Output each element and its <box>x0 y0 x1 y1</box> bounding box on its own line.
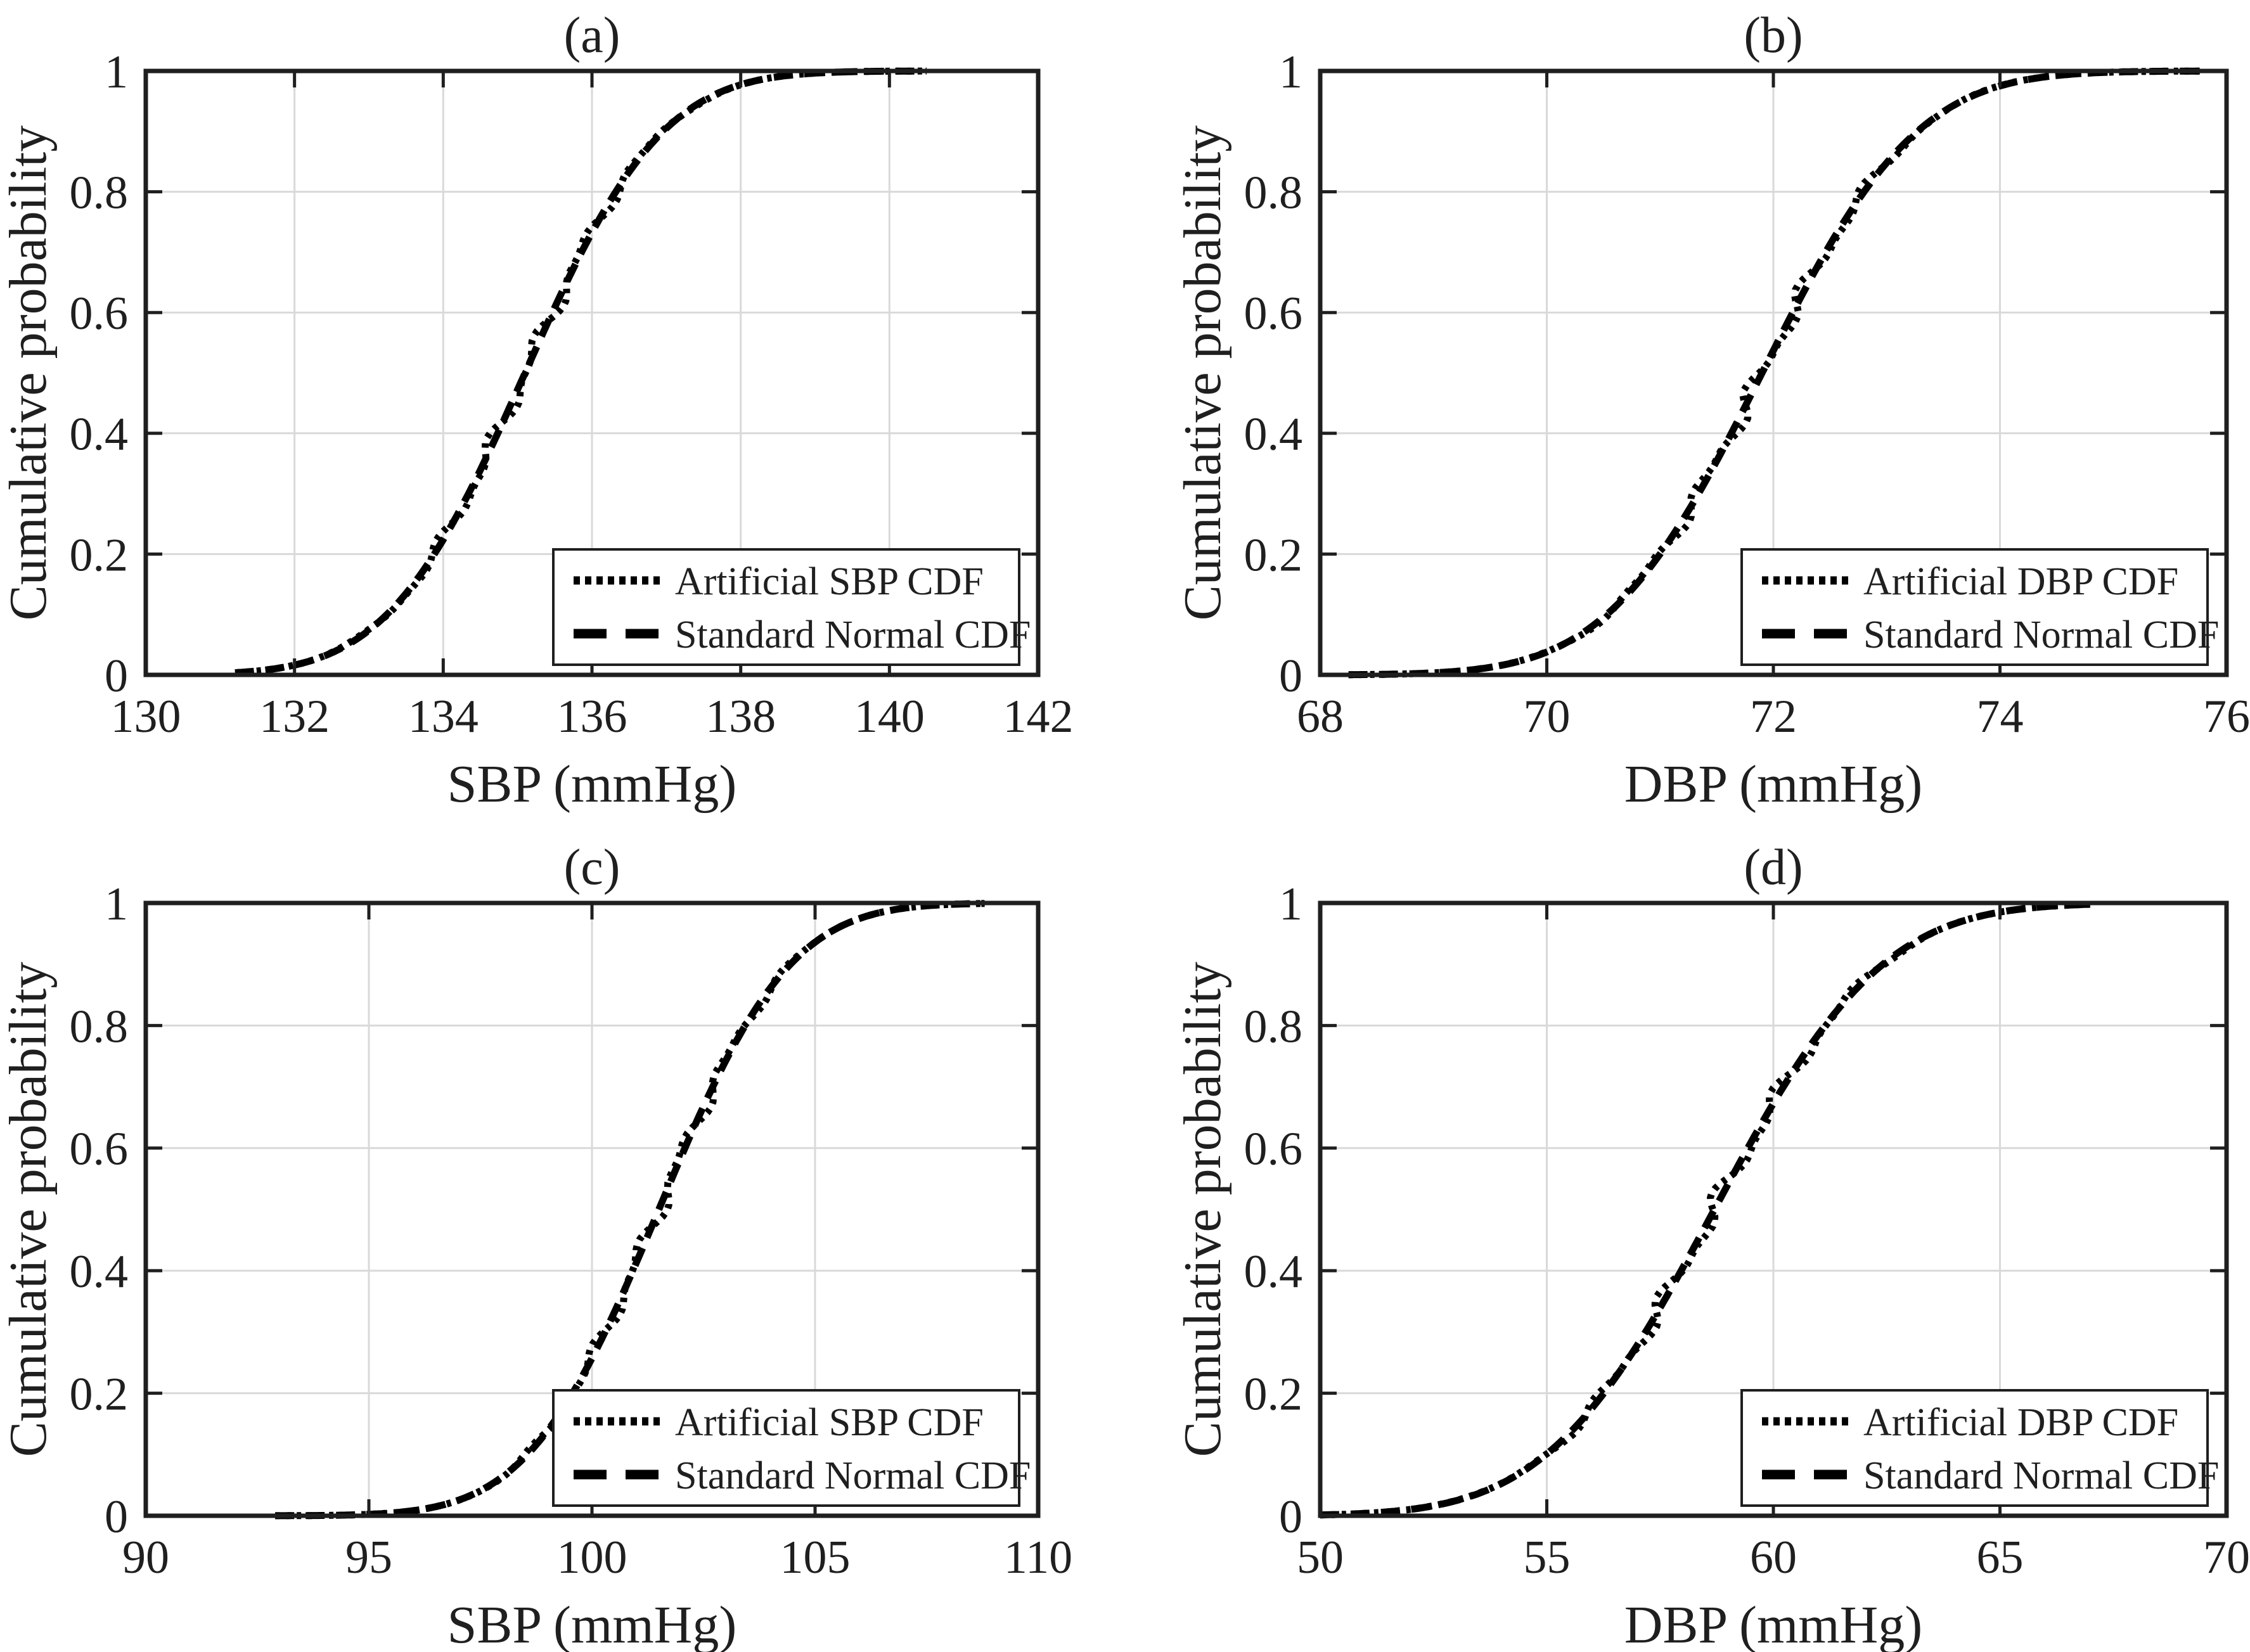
x-tick-label: 90 <box>122 1532 169 1584</box>
subplot-title: (a) <box>564 8 620 63</box>
subplot-b: (b) 68 70 72 74 76 0 0.2 0.4 0.6 0.8 1 DBP (mmHg) Cum… <box>1173 8 2250 814</box>
curve-artificial-cdf <box>275 900 985 1520</box>
x-tick-label: 140 <box>854 691 925 743</box>
x-tick-label: 60 <box>1750 1532 1797 1584</box>
subplot-title: (b) <box>1744 8 1803 63</box>
y-tick-label: 0.4 <box>1244 1246 1303 1298</box>
subplot-title: (d) <box>1744 840 1803 895</box>
y-tick-label: 0.8 <box>1244 1001 1303 1053</box>
legend-label: Artificial SBP CDF <box>675 1401 984 1444</box>
legend-label: Artificial SBP CDF <box>675 560 984 603</box>
subplot-c: (c) 90 95 100 105 110 0 0.2 0.4 0.6 0.8 1 SBP (mmHg)… <box>0 840 1072 1652</box>
x-tick-label: 134 <box>408 691 479 743</box>
y-tick-label: 0 <box>105 1491 128 1543</box>
y-tick-label: 0.6 <box>1244 288 1303 340</box>
y-axis-label: Cumulative probability <box>0 125 58 621</box>
x-tick-label: 65 <box>1977 1532 2024 1584</box>
x-tick-label: 105 <box>780 1532 851 1584</box>
y-tick-label: 0.4 <box>1244 409 1303 461</box>
y-axis-label: Cumulative probability <box>1173 962 1232 1457</box>
y-tick-label: 0.4 <box>70 1246 129 1298</box>
y-tick-label: 0.6 <box>70 1124 129 1175</box>
tick-marks <box>144 901 1040 1518</box>
x-tick-label: 76 <box>2203 691 2250 743</box>
x-axis-label: DBP (mmHg) <box>1624 755 1923 814</box>
curve-artificial-cdf <box>1348 67 2204 679</box>
legend-label: Standard Normal CDF <box>675 1454 1031 1497</box>
x-axis-label: SBP (mmHg) <box>447 1596 737 1652</box>
y-tick-label: 1 <box>1279 878 1302 930</box>
legend-label: Artificial DBP CDF <box>1863 1401 2178 1444</box>
y-tick-label: 0.6 <box>1244 1124 1303 1175</box>
y-tick-label: 0.8 <box>1244 167 1303 219</box>
curve-artificial-cdf <box>235 67 927 677</box>
legend-label: Standard Normal CDF <box>675 613 1031 656</box>
legend-box <box>1740 1389 2209 1507</box>
x-tick-label: 132 <box>259 691 330 743</box>
legend-label: Artificial DBP CDF <box>1863 560 2178 603</box>
y-tick-label: 1 <box>105 878 128 930</box>
y-tick-label: 0.2 <box>1244 529 1303 581</box>
curve-artificial-cdf <box>1320 900 2091 1519</box>
legend: Artificial SBP CDF Standard Normal CDF <box>552 548 1031 666</box>
legend: Artificial SBP CDF Standard Normal CDF <box>552 1389 1031 1507</box>
x-tick-label: 55 <box>1524 1532 1571 1584</box>
y-tick-label: 0.8 <box>70 167 129 219</box>
x-tick-label: 136 <box>557 691 627 743</box>
subplot-a: (a) 130 132 134 136 138 140 142 0 0.2 0.4 0.6 0.8 1 SB… <box>0 8 1074 814</box>
y-tick-label: 0.2 <box>70 529 129 581</box>
x-tick-label: 138 <box>705 691 776 743</box>
tick-marks <box>144 69 1040 677</box>
x-tick-label: 130 <box>111 691 181 743</box>
y-tick-label: 0.2 <box>1244 1369 1303 1421</box>
x-tick-label: 142 <box>1003 691 1074 743</box>
legend: Artificial DBP CDF Standard Normal CDF <box>1740 1389 2219 1507</box>
legend-label: Standard Normal CDF <box>1863 1454 2219 1497</box>
tick-marks <box>1318 901 2228 1518</box>
x-tick-label: 70 <box>1524 691 1571 743</box>
legend-box <box>552 548 1020 666</box>
y-tick-label: 0.6 <box>70 288 129 340</box>
legend-label: Standard Normal CDF <box>1863 613 2219 656</box>
x-axis-label: DBP (mmHg) <box>1624 1596 1923 1652</box>
x-tick-label: 68 <box>1297 691 1344 743</box>
subplot-title: (c) <box>564 840 620 895</box>
y-tick-label: 0.8 <box>70 1001 129 1053</box>
legend: Artificial DBP CDF Standard Normal CDF <box>1740 548 2219 666</box>
y-axis-label: Cumulative probability <box>1173 125 1232 621</box>
x-tick-label: 50 <box>1297 1532 1344 1584</box>
y-tick-label: 1 <box>1279 46 1302 98</box>
x-tick-label: 72 <box>1750 691 1797 743</box>
x-tick-label: 110 <box>1004 1532 1072 1584</box>
y-tick-label: 0.2 <box>70 1369 129 1421</box>
y-tick-label: 0 <box>1279 1491 1302 1543</box>
x-tick-label: 70 <box>2203 1532 2250 1584</box>
y-tick-label: 0 <box>1279 650 1302 702</box>
subplot-d: (d) 50 55 60 65 70 0 0.2 0.4 0.6 0.8 1 DBP (mmHg) Cum… <box>1173 840 2250 1652</box>
x-axis-label: SBP (mmHg) <box>447 755 737 814</box>
x-tick-label: 100 <box>557 1532 627 1584</box>
y-axis-label: Cumulative probability <box>0 962 58 1457</box>
x-tick-label: 74 <box>1977 691 2024 743</box>
legend-box <box>552 1389 1020 1507</box>
y-tick-label: 0.4 <box>70 409 129 461</box>
x-tick-label: 95 <box>345 1532 392 1584</box>
legend-box <box>1740 548 2209 666</box>
y-tick-label: 0 <box>105 650 128 702</box>
tick-marks <box>1318 69 2228 677</box>
y-tick-label: 1 <box>105 46 128 98</box>
